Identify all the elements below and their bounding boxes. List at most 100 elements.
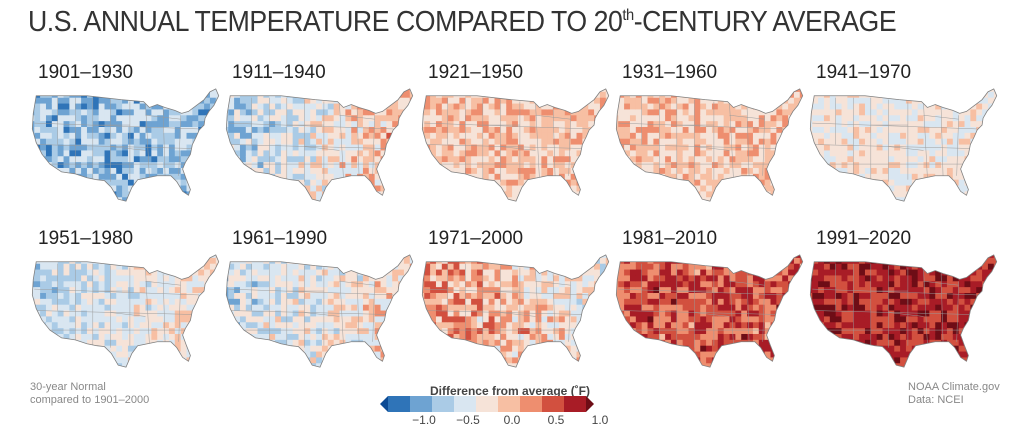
map-cell (447, 173, 455, 181)
map-cell (234, 191, 241, 198)
map-cell (564, 88, 572, 93)
map-cell (570, 138, 577, 146)
map-cell (793, 185, 801, 192)
map-cell (547, 150, 554, 157)
map-cell (694, 91, 701, 99)
map-cell (723, 179, 731, 187)
map-cell (334, 369, 340, 374)
map-cell (275, 269, 282, 276)
map-cell (823, 138, 831, 146)
map-cell (316, 162, 323, 169)
map-cell (588, 197, 595, 202)
map-cell (422, 150, 425, 157)
map-cell (98, 333, 106, 341)
map-cell (629, 97, 637, 105)
map-cell (641, 173, 649, 181)
map-cell (793, 191, 801, 198)
map-cell (723, 126, 731, 134)
map-cell (198, 345, 205, 353)
map-cell (993, 162, 997, 169)
map-cell (180, 115, 187, 122)
map-cell (670, 126, 678, 134)
map-cell (676, 115, 684, 122)
map-cell (810, 156, 813, 163)
map-cell (127, 109, 135, 116)
map-cell (782, 88, 789, 93)
map-cell (40, 150, 47, 157)
map-cell (298, 322, 305, 329)
map-cell (624, 109, 631, 116)
map-cell (351, 162, 358, 169)
map-cell (228, 91, 235, 99)
map-cell (476, 97, 484, 105)
map-cell (558, 179, 566, 187)
map-cell (145, 333, 152, 341)
map-cell (51, 150, 59, 157)
map-cell (32, 115, 35, 122)
map-cell (870, 132, 878, 140)
map-cell (964, 138, 971, 146)
map-cell (624, 138, 631, 146)
map-cell (46, 203, 52, 208)
map-cell (888, 109, 895, 116)
map-cell (588, 138, 595, 146)
map-cell (110, 316, 117, 323)
map-cell (186, 292, 193, 300)
map-cell (333, 132, 341, 140)
map-cell (635, 126, 643, 134)
map-cell (251, 138, 259, 146)
map-cell (345, 121, 352, 128)
map-cell (870, 162, 878, 169)
map-cell (304, 126, 311, 134)
map-cell (477, 203, 483, 208)
map-cell (958, 91, 965, 99)
map-cell (952, 121, 960, 128)
map-cell (729, 91, 736, 99)
map-cell (735, 97, 742, 105)
map-cell (345, 275, 352, 282)
map-cell (570, 97, 577, 105)
map-cell (362, 97, 370, 105)
map-cell (882, 191, 889, 198)
map-cell (647, 173, 654, 181)
map-cell (403, 109, 411, 116)
map-cell (357, 363, 364, 368)
map-cell (269, 304, 276, 312)
map-cell (40, 91, 47, 99)
map-cell (321, 103, 329, 110)
map-cell (599, 179, 607, 187)
map-cell (292, 339, 300, 347)
state-boundary (145, 269, 150, 345)
map-cell (163, 121, 170, 128)
map-cell (435, 167, 443, 175)
map-cell (110, 257, 117, 265)
map-cell (257, 328, 264, 335)
map-cell (116, 97, 123, 105)
map-cell (541, 197, 548, 202)
map-cell (876, 167, 884, 175)
map-cell (57, 103, 65, 110)
map-cell (92, 322, 100, 329)
map-cell (770, 126, 777, 134)
map-cell (269, 316, 276, 323)
map-cell (659, 88, 666, 93)
map-cell (788, 97, 795, 105)
map-cell (900, 191, 907, 198)
map-cell (422, 156, 425, 163)
map-cell (122, 132, 129, 140)
map-cell (386, 275, 393, 282)
map-cell (93, 203, 99, 208)
map-cell (321, 144, 329, 151)
map-cell (32, 310, 35, 317)
map-cell (151, 292, 158, 300)
map-cell (180, 88, 187, 93)
map-cell (146, 203, 152, 208)
map-cell (582, 179, 589, 187)
map-cell (32, 162, 35, 169)
map-cell (741, 132, 748, 140)
map-cell (345, 304, 352, 312)
map-cell (286, 298, 294, 306)
map-cell (665, 115, 672, 122)
map-cell (665, 109, 672, 116)
map-cell (86, 179, 94, 187)
